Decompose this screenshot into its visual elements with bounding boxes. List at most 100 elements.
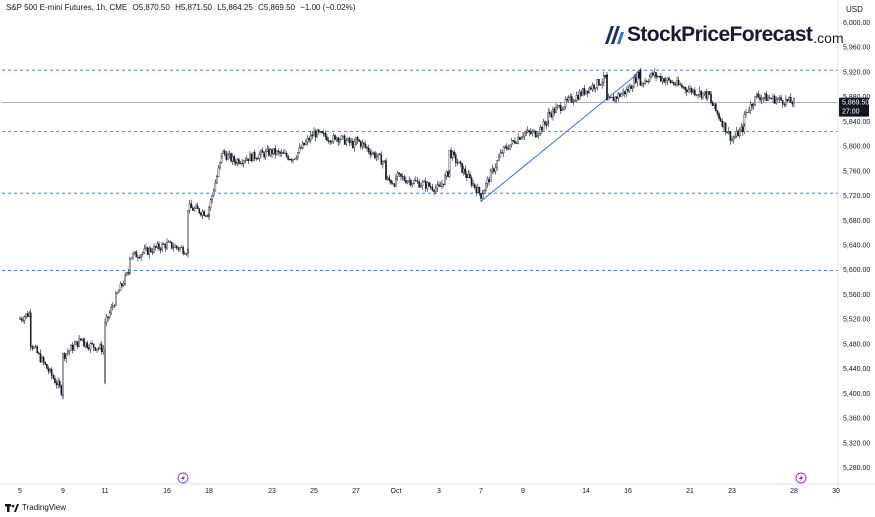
candle	[193, 206, 196, 212]
candle	[644, 77, 646, 86]
candle	[316, 128, 319, 138]
candle	[62, 352, 64, 400]
candle	[309, 130, 312, 144]
candle	[773, 94, 776, 105]
candle	[154, 245, 157, 251]
candle	[148, 245, 151, 259]
candle	[619, 92, 621, 98]
candle	[731, 136, 733, 143]
candle	[590, 86, 592, 91]
candle	[311, 131, 314, 140]
candle	[475, 185, 478, 197]
lightning-event-icon[interactable]	[177, 472, 189, 484]
candle	[303, 142, 306, 146]
candle	[182, 245, 184, 256]
candle	[198, 208, 201, 215]
candle	[561, 106, 564, 112]
candle	[545, 121, 548, 130]
candle	[677, 77, 680, 86]
candle	[393, 182, 396, 188]
candle	[219, 161, 221, 170]
candle	[469, 170, 471, 179]
candle	[314, 128, 317, 142]
candle	[52, 373, 55, 380]
candle	[130, 257, 133, 260]
candle	[612, 93, 615, 102]
close-value: C5,869.50	[258, 3, 295, 12]
candle	[285, 151, 288, 158]
candle	[217, 164, 220, 178]
candle	[332, 133, 335, 144]
candle	[423, 179, 425, 183]
open-value: O5,870.50	[132, 3, 170, 12]
brand-logo: StockPriceForecast .com	[602, 23, 844, 47]
candle	[466, 171, 468, 181]
candle	[764, 92, 766, 101]
candle	[272, 148, 275, 156]
candle	[615, 96, 618, 103]
candle	[473, 183, 476, 190]
candle	[79, 338, 82, 342]
candle	[518, 136, 521, 141]
candle	[183, 250, 186, 255]
candle	[598, 79, 600, 86]
candle	[92, 343, 95, 352]
candle	[724, 122, 727, 135]
candle	[133, 251, 136, 256]
candle	[497, 153, 500, 162]
candle	[642, 82, 645, 88]
candle	[166, 238, 168, 251]
x-tick-label: 9	[61, 488, 65, 495]
candle	[757, 90, 760, 99]
candle	[306, 135, 309, 146]
trendline[interactable]	[480, 71, 641, 202]
candle	[300, 144, 302, 150]
candle	[566, 96, 568, 103]
candle	[692, 89, 695, 95]
x-tick-label: 5	[18, 488, 22, 495]
x-tick-label: 23	[728, 488, 736, 495]
candle	[655, 71, 657, 82]
candle	[49, 367, 51, 374]
candle	[682, 85, 685, 90]
candle	[556, 104, 559, 110]
candle	[684, 86, 686, 94]
candle	[100, 340, 103, 355]
candle	[526, 126, 529, 134]
x-tick-label: 28	[790, 488, 798, 495]
candle	[424, 177, 427, 193]
candle	[700, 90, 703, 101]
candle	[630, 84, 632, 89]
candle	[174, 243, 176, 248]
candle	[274, 144, 277, 159]
candle	[785, 95, 787, 108]
y-tick-label: 5,640.00	[843, 243, 870, 250]
candle	[356, 135, 359, 144]
candle	[25, 313, 27, 319]
lightning-event-icon[interactable]	[795, 472, 807, 484]
candle	[141, 251, 144, 258]
candle	[132, 251, 134, 261]
candle	[729, 131, 732, 145]
candle	[260, 149, 262, 159]
brand-slashes-icon	[605, 26, 624, 44]
x-tick-label: 14	[582, 488, 590, 495]
candle	[648, 74, 651, 83]
candle	[375, 152, 378, 162]
candle	[515, 141, 518, 144]
candle	[723, 121, 725, 131]
candle	[63, 352, 66, 362]
candle	[458, 161, 460, 164]
candle	[791, 100, 794, 107]
candle	[29, 314, 32, 351]
candle	[489, 168, 492, 183]
candle	[212, 188, 215, 198]
currency-label: USD	[846, 5, 863, 14]
high-value: H5,871.50	[175, 3, 212, 12]
candle	[253, 149, 256, 162]
candle	[378, 153, 381, 156]
candle	[171, 241, 173, 250]
candle	[620, 92, 623, 97]
candle	[358, 138, 360, 143]
